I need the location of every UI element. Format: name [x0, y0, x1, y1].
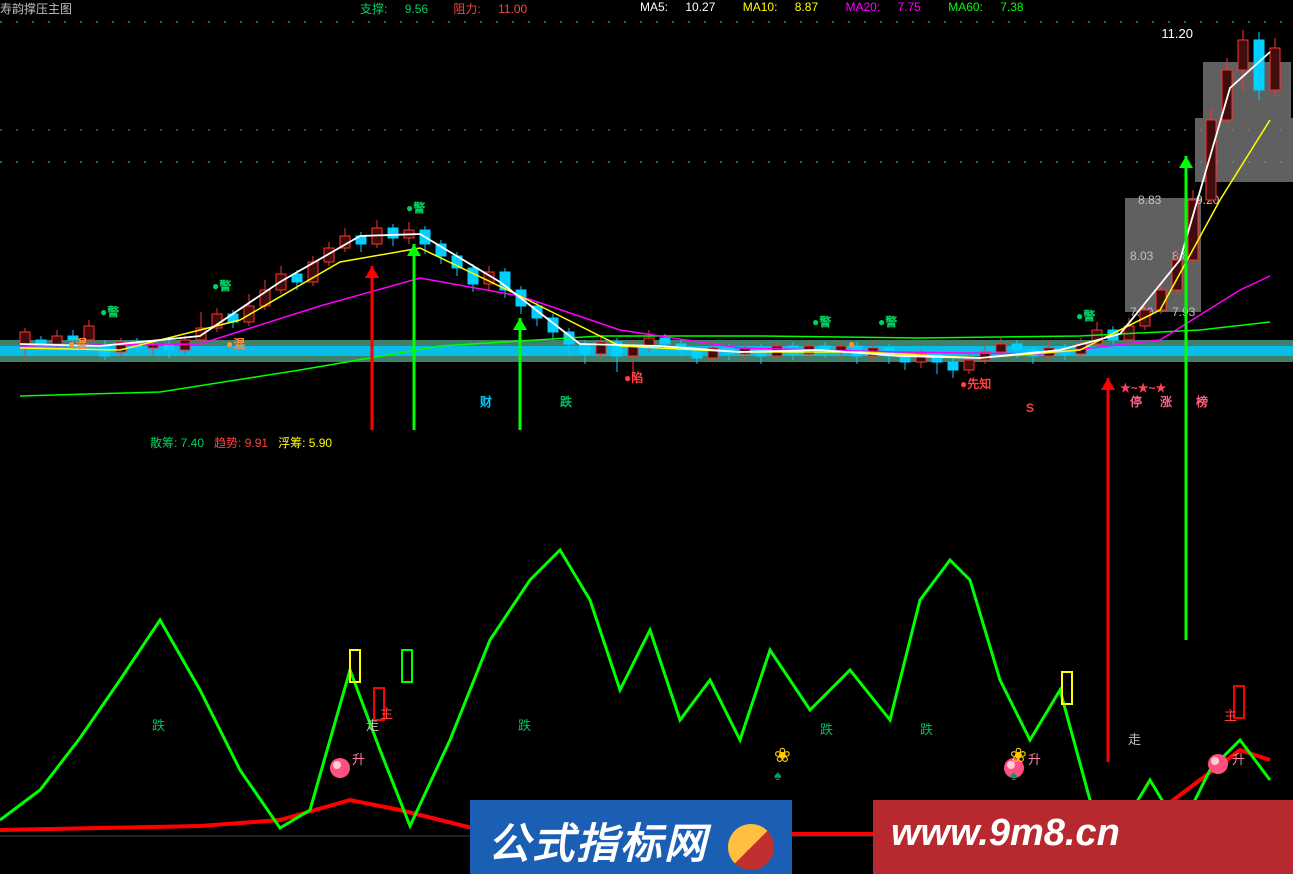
- svg-text:升: 升: [1028, 752, 1041, 767]
- svg-text:♠: ♠: [774, 767, 782, 783]
- svg-text:●警: ●警: [406, 200, 425, 215]
- svg-text:●: ●: [848, 337, 855, 351]
- watermark-logo-icon: [728, 824, 774, 870]
- svg-text:主: 主: [1224, 708, 1237, 723]
- svg-text:升: 升: [1232, 752, 1245, 767]
- svg-text:涨: 涨: [1160, 394, 1172, 409]
- svg-text:走: 走: [366, 718, 379, 733]
- svg-text:停: 停: [1130, 394, 1142, 409]
- svg-text:跌: 跌: [518, 718, 531, 733]
- svg-text:走: 走: [1128, 732, 1141, 747]
- svg-text:●混: ●混: [226, 336, 245, 351]
- svg-text:●陷: ●陷: [624, 370, 643, 385]
- svg-text:♠: ♠: [1010, 767, 1018, 783]
- svg-text:跌: 跌: [152, 718, 165, 733]
- watermark-right: www.9m8.cn: [873, 800, 1293, 874]
- upper-chart-svg: 7.307.938.038.838.839.20●警●警●警●陷●警●警●先知●…: [0, 0, 1293, 430]
- svg-text:主: 主: [380, 706, 393, 721]
- svg-text:●混: ●混: [68, 336, 87, 351]
- svg-text:❀: ❀: [1010, 745, 1027, 767]
- svg-text:●警: ●警: [212, 278, 231, 293]
- svg-text:●警: ●警: [812, 314, 831, 329]
- svg-text:●警: ●警: [1076, 308, 1095, 323]
- lower-chart-panel[interactable]: 散筹: 7.40趋势: 9.91浮筹: 5.90 跌走主跌跌跌走主升升升❀♠❀♠: [0, 430, 1293, 810]
- svg-text:榜: 榜: [1196, 394, 1208, 409]
- svg-text:8.83: 8.83: [1138, 193, 1162, 207]
- svg-text:跌: 跌: [820, 722, 833, 737]
- upper-chart-panel[interactable]: 寿韵撑压主图 支撑: 9.56 阻力: 11.00 MA5: 10.27 MA1…: [0, 0, 1293, 430]
- svg-text:跌: 跌: [920, 722, 933, 737]
- watermark-right-text: www.9m8.cn: [891, 812, 1120, 854]
- svg-text:●警: ●警: [100, 304, 119, 319]
- svg-text:●警: ●警: [878, 314, 897, 329]
- svg-text:跌: 跌: [560, 394, 573, 409]
- svg-text:财: 财: [479, 394, 492, 409]
- watermark-left-text: 公式指标网: [488, 820, 708, 867]
- svg-text:8.03: 8.03: [1130, 249, 1154, 263]
- svg-text:●先知: ●先知: [960, 376, 991, 391]
- svg-text:S: S: [1026, 401, 1034, 415]
- watermark-left: 公式指标网: [470, 800, 792, 874]
- svg-text:★~★~★: ★~★~★: [1120, 381, 1167, 395]
- svg-text:升: 升: [352, 752, 365, 767]
- lower-chart-svg: 跌走主跌跌跌走主升升升❀♠❀♠: [0, 430, 1293, 850]
- svg-text:❀: ❀: [774, 745, 791, 767]
- svg-text:7.93: 7.93: [1172, 305, 1196, 319]
